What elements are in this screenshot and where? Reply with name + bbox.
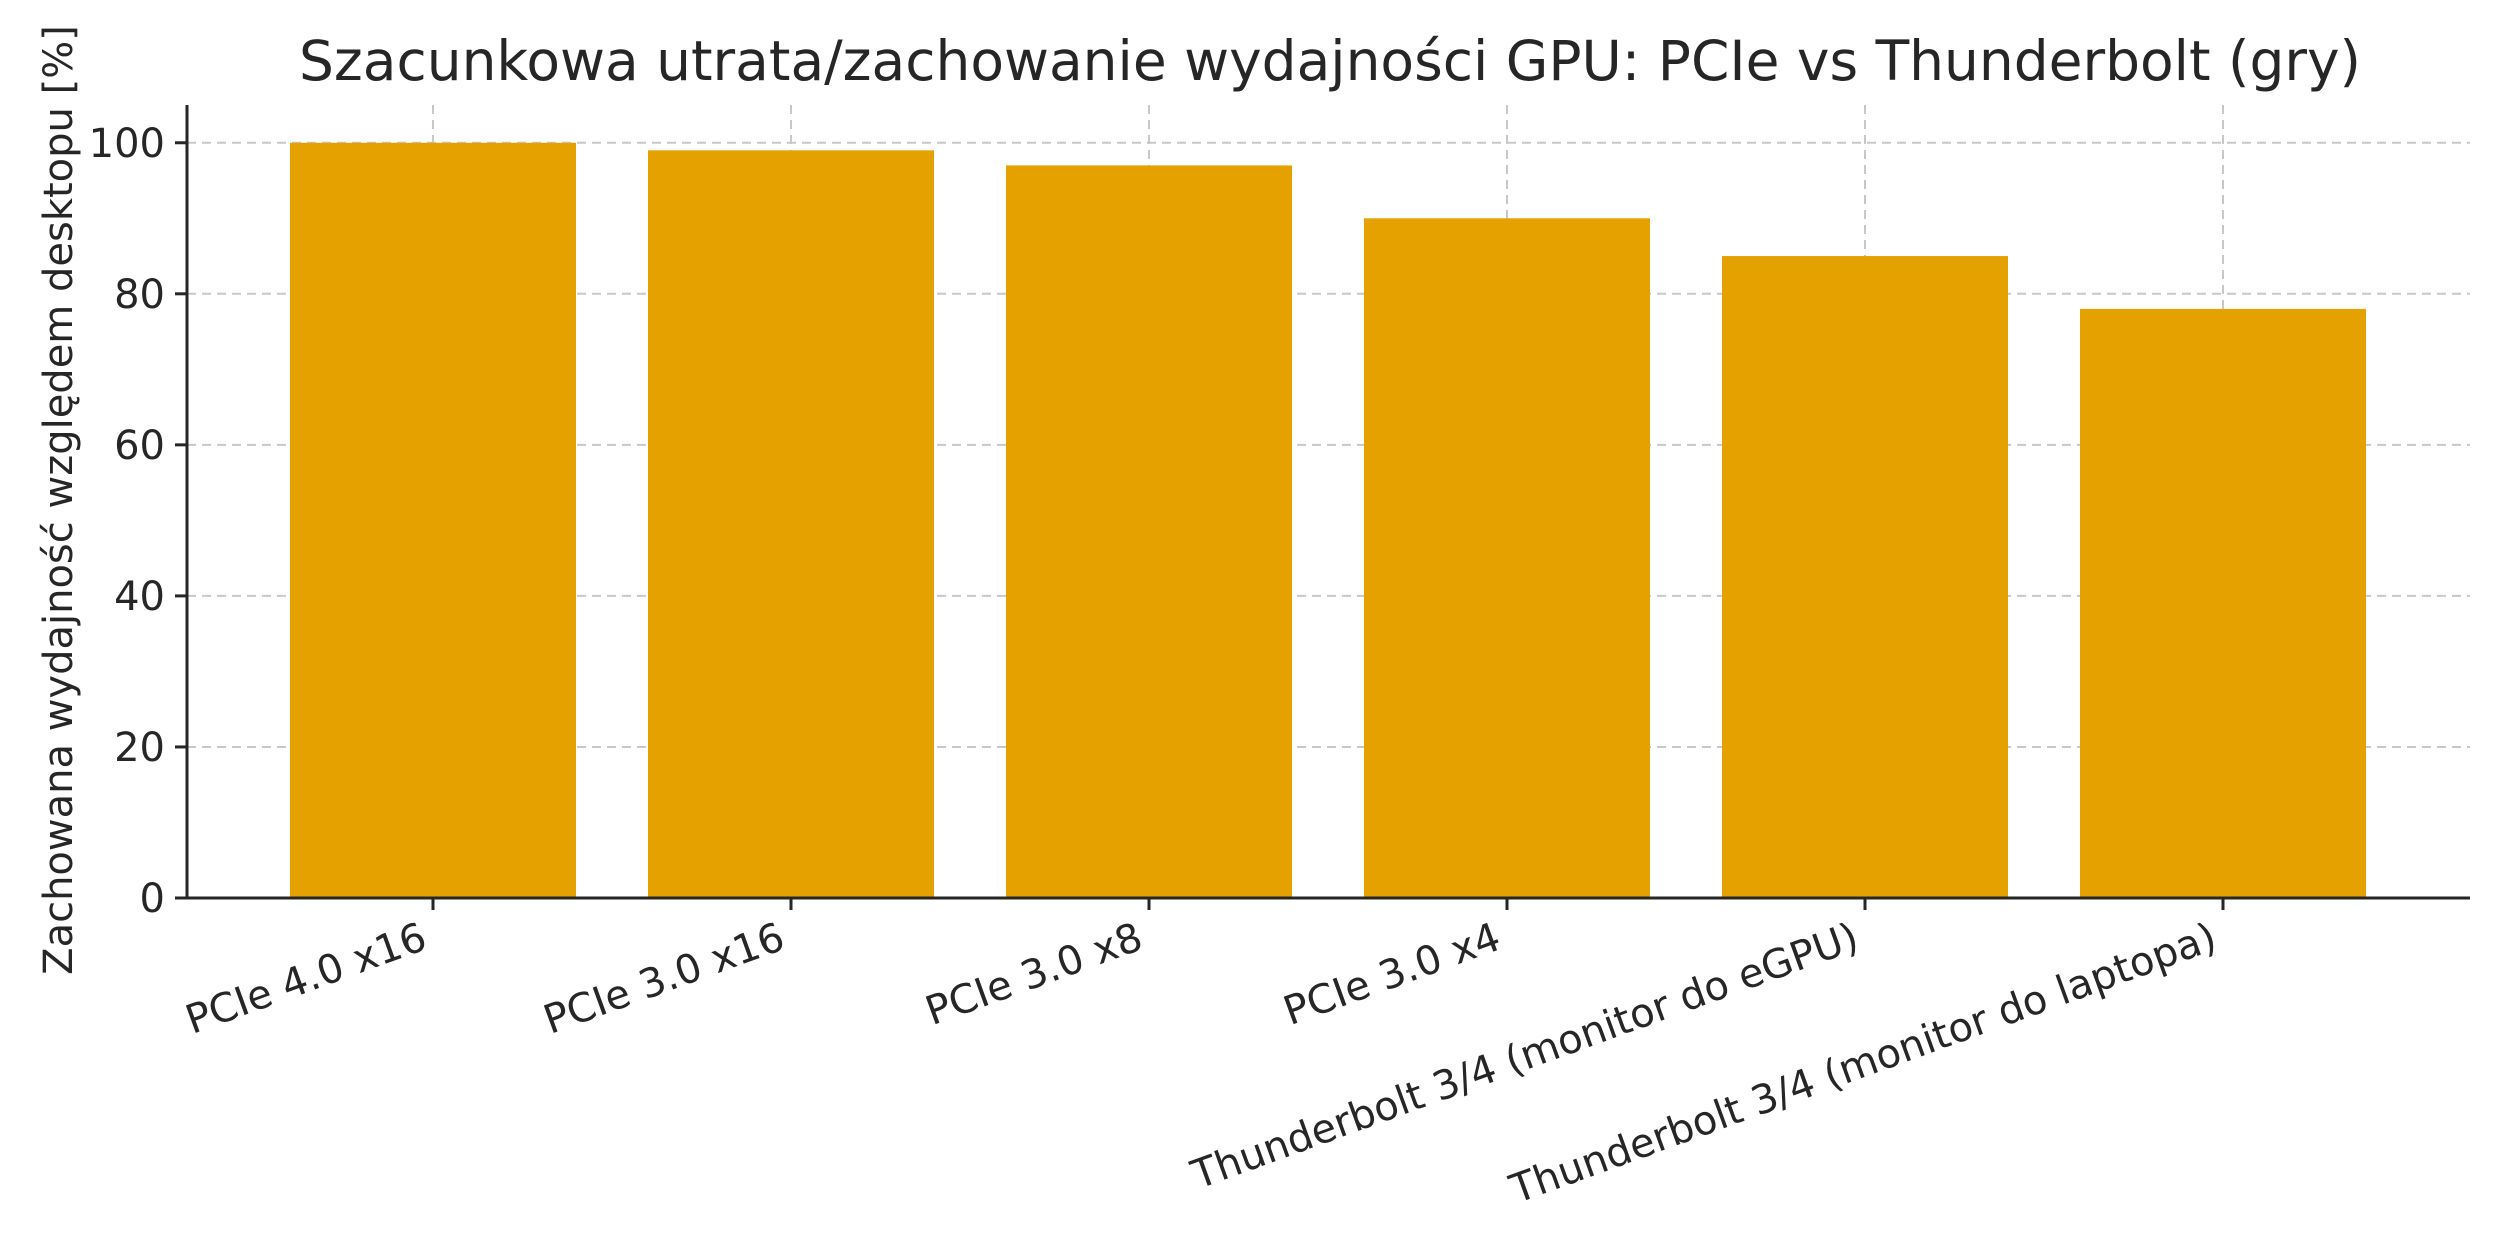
axes	[175, 105, 2470, 910]
bar	[1364, 218, 1650, 899]
bar	[1006, 165, 1292, 898]
x-tick-label: PCIe 3.0 x8	[920, 914, 1149, 1035]
y-tick-label: 60	[114, 423, 165, 469]
bar	[290, 142, 576, 898]
y-tick-label: 0	[140, 876, 165, 922]
bar	[1722, 256, 2008, 898]
x-tick-label: Thunderbolt 3/4 (monitor do laptopa)	[1503, 914, 2222, 1213]
x-tick-label: PCIe 3.0 x4	[1278, 914, 1507, 1035]
x-tick-label: PCIe 4.0 x16	[180, 914, 433, 1043]
x-tick-label: Thunderbolt 3/4 (monitor do eGPU)	[1185, 914, 1865, 1199]
y-tick-label: 100	[89, 121, 165, 167]
y-tick-label: 20	[114, 725, 165, 771]
x-tick-label: PCIe 3.0 x16	[538, 914, 791, 1043]
y-tick-label: 80	[114, 272, 165, 318]
y-tick-labels: 0 20 40 60 80 100	[89, 121, 165, 922]
y-axis-label: Zachowana wydajność względem desktopu [%…	[36, 25, 82, 975]
y-tick-label: 40	[114, 574, 165, 620]
x-tick-labels: PCIe 4.0 x16 PCIe 3.0 x16 PCIe 3.0 x8 PCIe …	[180, 914, 2223, 1213]
bar	[648, 150, 934, 899]
bar	[2080, 308, 2366, 898]
bars	[290, 142, 2366, 899]
chart-title: Szacunkowa utrata/zachowanie wydajności …	[299, 29, 2361, 93]
